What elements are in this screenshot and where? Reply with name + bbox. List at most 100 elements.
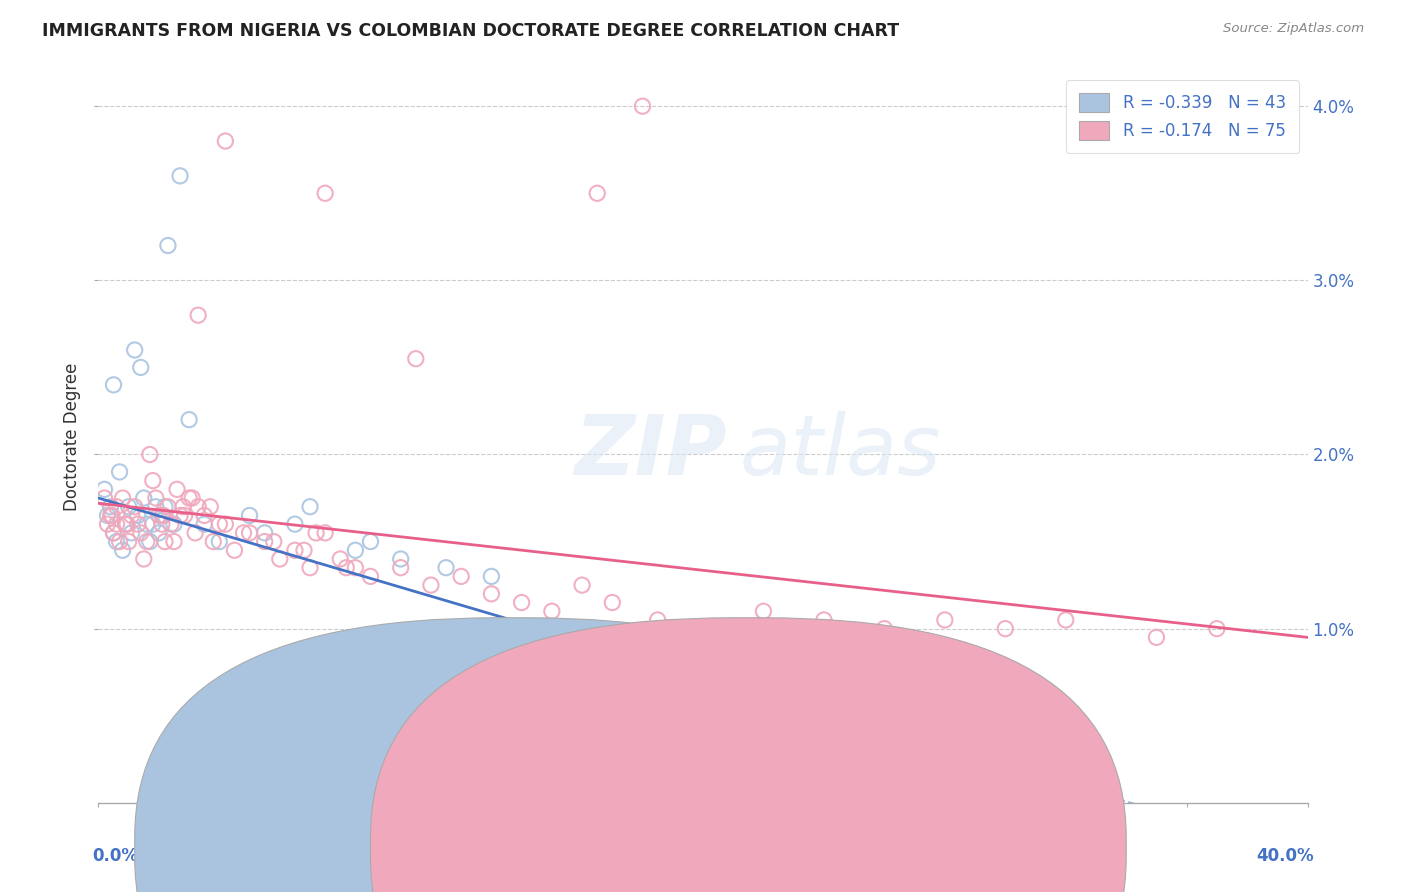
- Point: [232, 525, 254, 540]
- Point: [114, 517, 136, 532]
- Point: [93, 483, 115, 497]
- Point: [253, 525, 276, 540]
- Point: [127, 508, 149, 523]
- Point: [105, 500, 128, 514]
- Point: [481, 587, 503, 601]
- Point: [163, 534, 186, 549]
- Text: Immigrants from Nigeria: Immigrants from Nigeria: [536, 850, 724, 865]
- Text: atlas: atlas: [740, 411, 941, 492]
- Point: [118, 534, 141, 549]
- Point: [208, 517, 231, 532]
- Point: [434, 560, 457, 574]
- Point: [169, 508, 191, 523]
- Point: [284, 517, 307, 532]
- Point: [139, 534, 162, 549]
- Point: [101, 508, 124, 523]
- Point: [121, 508, 143, 523]
- Point: [1206, 622, 1229, 636]
- Point: [121, 525, 143, 540]
- Point: [873, 708, 896, 723]
- Point: [752, 691, 775, 706]
- Point: [160, 517, 183, 532]
- Point: [344, 543, 367, 558]
- Point: [118, 500, 141, 514]
- Point: [602, 691, 624, 706]
- Point: [156, 500, 179, 514]
- Point: [124, 500, 146, 514]
- Point: [127, 517, 149, 532]
- Text: Source: ZipAtlas.com: Source: ZipAtlas.com: [1223, 22, 1364, 36]
- Point: [93, 491, 115, 505]
- Point: [269, 552, 291, 566]
- Point: [184, 525, 207, 540]
- Point: [571, 578, 593, 592]
- Point: [314, 186, 336, 201]
- Point: [1146, 631, 1168, 645]
- Point: [813, 613, 835, 627]
- Text: IMMIGRANTS FROM NIGERIA VS COLOMBIAN DOCTORATE DEGREE CORRELATION CHART: IMMIGRANTS FROM NIGERIA VS COLOMBIAN DOC…: [42, 22, 900, 40]
- Legend: R = -0.339   N = 43, R = -0.174   N = 75: R = -0.339 N = 43, R = -0.174 N = 75: [1066, 79, 1299, 153]
- Point: [181, 491, 204, 505]
- Point: [239, 525, 262, 540]
- Point: [263, 534, 285, 549]
- Point: [200, 500, 222, 514]
- Point: [692, 622, 714, 636]
- Point: [214, 134, 236, 148]
- Point: [752, 604, 775, 618]
- Point: [329, 552, 352, 566]
- Point: [253, 534, 276, 549]
- Point: [450, 569, 472, 583]
- Point: [344, 560, 367, 574]
- Point: [239, 508, 262, 523]
- Y-axis label: Doctorate Degree: Doctorate Degree: [63, 363, 82, 511]
- Point: [224, 543, 246, 558]
- Point: [148, 508, 170, 523]
- Text: 40.0%: 40.0%: [1256, 847, 1313, 864]
- Point: [152, 508, 174, 523]
- Point: [647, 613, 669, 627]
- Point: [420, 578, 443, 592]
- Point: [202, 534, 225, 549]
- Point: [292, 543, 315, 558]
- Point: [193, 508, 215, 523]
- Text: Colombians: Colombians: [772, 850, 862, 865]
- Point: [631, 99, 654, 113]
- Point: [602, 595, 624, 609]
- Point: [108, 534, 131, 549]
- Point: [145, 491, 167, 505]
- Point: [108, 465, 131, 479]
- Point: [214, 517, 236, 532]
- Point: [129, 525, 152, 540]
- Point: [510, 595, 533, 609]
- Point: [187, 500, 209, 514]
- Point: [114, 517, 136, 532]
- Point: [103, 525, 125, 540]
- Point: [965, 717, 987, 731]
- Point: [100, 508, 122, 523]
- Point: [105, 517, 128, 532]
- Point: [169, 169, 191, 183]
- Point: [105, 534, 128, 549]
- FancyBboxPatch shape: [371, 618, 1126, 892]
- Point: [96, 508, 118, 523]
- Point: [139, 448, 162, 462]
- Point: [132, 552, 155, 566]
- Point: [163, 517, 186, 532]
- Point: [166, 483, 188, 497]
- Text: 0.0%: 0.0%: [93, 847, 138, 864]
- Point: [481, 569, 503, 583]
- Point: [153, 534, 176, 549]
- Point: [96, 517, 118, 532]
- FancyBboxPatch shape: [135, 618, 890, 892]
- Point: [100, 500, 122, 514]
- Point: [873, 622, 896, 636]
- Point: [142, 517, 165, 532]
- Point: [1054, 613, 1077, 627]
- Point: [934, 613, 956, 627]
- Point: [299, 560, 322, 574]
- Point: [179, 491, 201, 505]
- Point: [284, 543, 307, 558]
- Point: [994, 622, 1017, 636]
- Point: [314, 525, 336, 540]
- Point: [156, 238, 179, 252]
